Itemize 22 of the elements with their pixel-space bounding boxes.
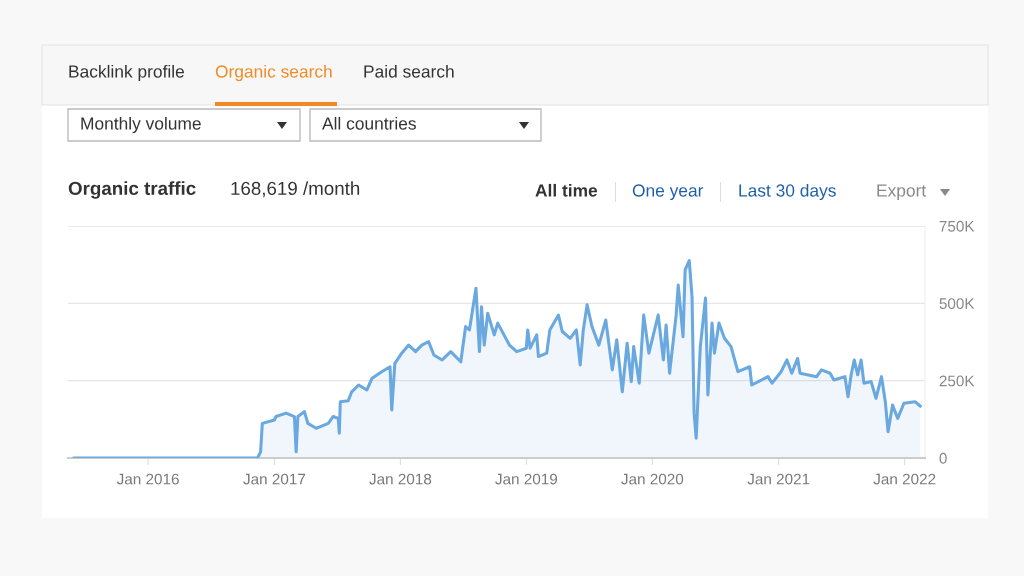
chart-title: Organic traffic xyxy=(68,181,196,199)
text: Last 30 days xyxy=(739,183,836,201)
y-tick-label: 250K xyxy=(939,375,975,387)
text: Organic search xyxy=(215,64,332,82)
text: Backlink profile xyxy=(69,64,184,82)
x-tick-label: Jan 2017 xyxy=(243,473,306,485)
y-tick-label: 500K xyxy=(939,298,975,310)
y-tick-label: 750K xyxy=(939,220,975,232)
text: All countries xyxy=(322,116,416,130)
text: All time xyxy=(535,183,598,197)
x-tick-label: Jan 2020 xyxy=(621,473,684,485)
x-tick-label: Jan 2022 xyxy=(873,473,936,485)
x-tick-label: Jan 2018 xyxy=(369,473,432,485)
text: One year xyxy=(632,184,704,201)
chart-subtitle: 168,619 /month xyxy=(231,181,360,198)
text: Monthly volume xyxy=(81,116,201,134)
x-tick-label: Jan 2021 xyxy=(747,473,810,485)
x-tick-label: Jan 2019 xyxy=(495,473,558,485)
text: Export xyxy=(877,184,927,201)
y-tick-label: 0 xyxy=(939,452,947,464)
x-tick-label: Jan 2016 xyxy=(116,473,179,485)
text: Paid search xyxy=(364,64,454,78)
